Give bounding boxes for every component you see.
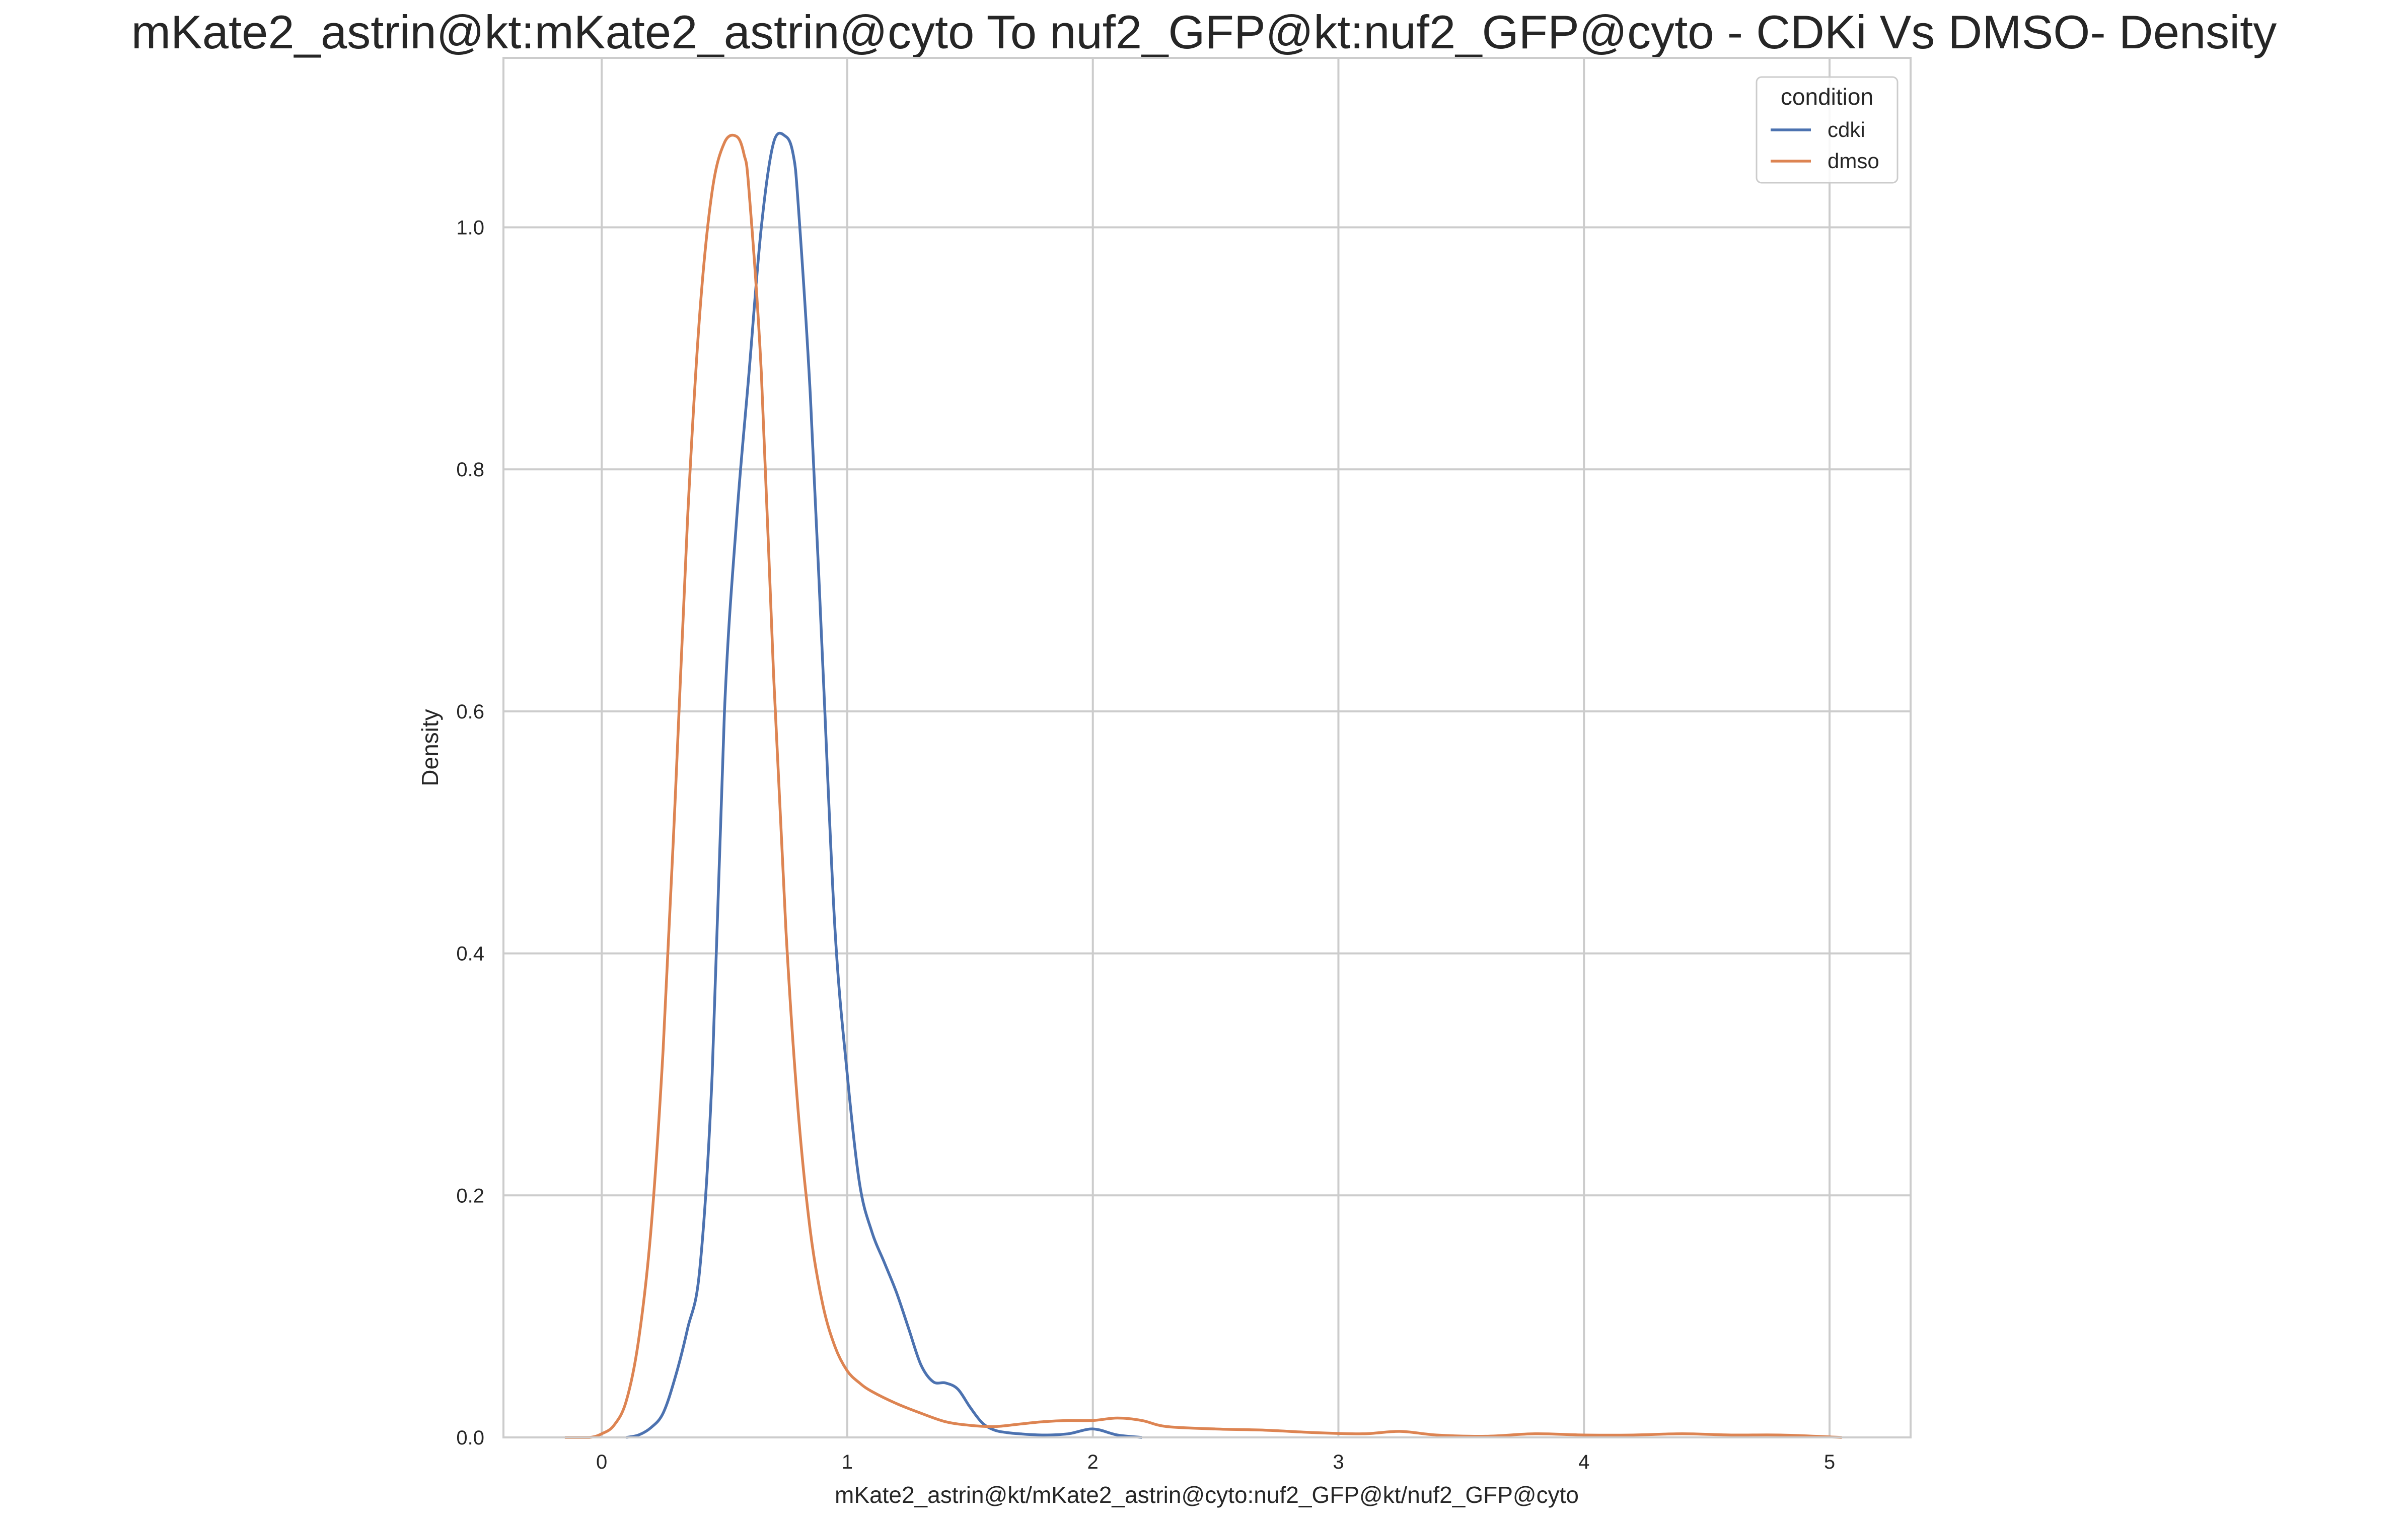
series-line-dmso <box>564 133 1842 1439</box>
y-axis-label: Density <box>417 709 443 786</box>
y-tick-label: 0.2 <box>456 1185 484 1207</box>
y-tick-label: 1.0 <box>456 216 484 239</box>
legend-label-cdki: cdki <box>1828 118 1865 141</box>
y-tick-label: 0.4 <box>456 943 484 965</box>
legend-box <box>1756 76 1899 184</box>
legend: condition cdki dmso <box>1756 76 1899 184</box>
y-tick-label: 0.8 <box>456 459 484 481</box>
plot-frame <box>502 57 1912 1438</box>
x-tick-label: 2 <box>1087 1451 1099 1473</box>
series-line-cdki <box>626 131 1142 1439</box>
x-axis-label: mKate2_astrin@kt/mKate2_astrin@cyto:nuf2… <box>835 1482 1579 1508</box>
x-tick-label: 1 <box>842 1451 853 1473</box>
x-tick-label: 5 <box>1824 1451 1835 1473</box>
grid-lines <box>503 58 1911 1438</box>
legend-title: condition <box>1781 84 1873 110</box>
series-lines <box>564 131 1842 1439</box>
legend-label-dmso: dmso <box>1828 149 1879 173</box>
y-tick-label: 0.6 <box>456 701 484 723</box>
chart-title: mKate2_astrin@kt:mKate2_astrin@cyto To n… <box>131 6 2277 58</box>
y-tick-label: 0.0 <box>456 1427 484 1449</box>
plot-area-background <box>503 58 1911 1437</box>
tick-labels: 0 1 2 3 4 5 0.0 0.2 0.4 0.6 0.8 1.0 <box>456 216 1835 1473</box>
x-tick-label: 3 <box>1333 1451 1344 1473</box>
x-tick-label: 4 <box>1578 1451 1589 1473</box>
x-tick-label: 0 <box>596 1451 607 1473</box>
